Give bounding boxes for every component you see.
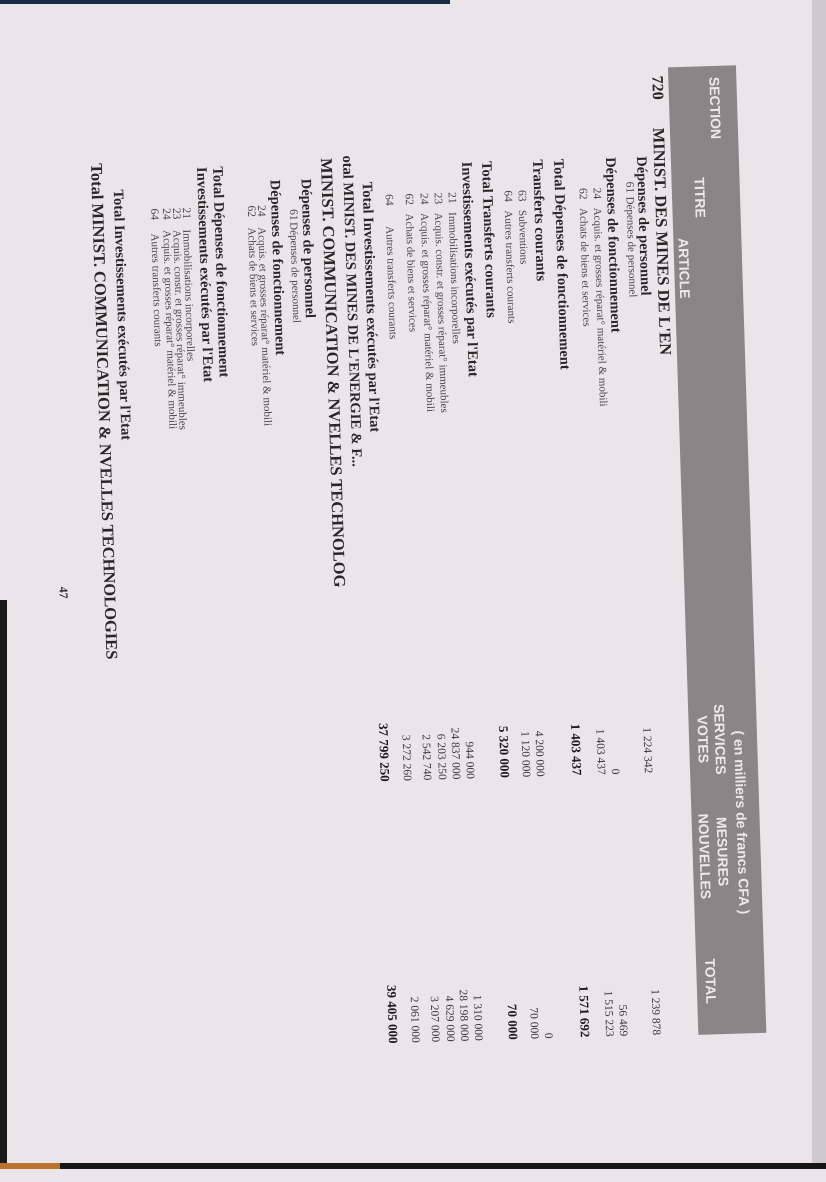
row-code: 24: [159, 207, 173, 220]
services-votes-value: 24 837 000: [448, 727, 462, 780]
row-code: 24: [590, 187, 603, 200]
page-number: 47: [56, 586, 71, 599]
row-code: 62: [576, 187, 589, 200]
table-row: Total Dépenses de fonctionnement: [209, 7, 249, 1175]
row-label: Autres transferts courants: [383, 225, 399, 340]
header-nouvelles: NOUVELLES: [695, 813, 715, 900]
scan-edge: [812, 0, 826, 1169]
row-label: Investissements exécutés par l'Etat: [458, 161, 481, 378]
row-code: 21: [445, 192, 458, 204]
row-code: 61: [623, 181, 636, 194]
total-value: 2 061 000: [407, 996, 422, 1043]
services-votes-value: 3 272 260: [399, 734, 413, 782]
total-value: 0: [541, 1032, 555, 1039]
row-label: Autres transferts courants: [501, 210, 518, 324]
services-votes-value: 1 403 437: [568, 723, 585, 776]
row-label: Autres transferts courants: [148, 233, 164, 347]
total-value: 1 239 878: [648, 989, 663, 1036]
row-label: Total Dépenses de fonctionnement: [550, 158, 573, 370]
total-value: 28 198 000: [456, 989, 471, 1042]
row-label: Total Transferts courants: [478, 160, 499, 319]
services-votes-value: 1 403 437: [593, 728, 607, 775]
row-label: Achats de biens et services: [576, 207, 593, 327]
row-code: 23: [431, 192, 444, 205]
header-mesures: MESURES: [713, 816, 732, 887]
total-value: 39 405 000: [384, 984, 401, 1044]
row-code: 64: [382, 193, 395, 206]
row-label: Immobilisations incorporelles: [445, 212, 463, 345]
services-votes-value: 5 320 000: [496, 725, 513, 779]
scan-edge: [0, 600, 7, 1169]
table-row: 64 Autres transferts courants: [147, 9, 184, 1177]
scan-edge: [0, 1163, 826, 1169]
header-article: ARTICLE: [675, 237, 694, 299]
row-label: Dépenses de personnel: [287, 221, 303, 324]
table-row: Total MINIST. COMMUNICATION & NVELLES TE…: [87, 10, 128, 1178]
row-code: 61: [286, 208, 300, 221]
header-titre: TITRE: [691, 177, 709, 219]
row-code: 62: [244, 205, 258, 218]
row-label: Total Investissements exécutés par l'Eta…: [109, 189, 134, 441]
row-code: 24: [417, 192, 430, 205]
row-label: Total Investissements exécutés par l'Eta…: [358, 181, 383, 433]
row-code: 62: [402, 193, 415, 206]
total-value: 70 000: [527, 1007, 541, 1040]
row-label: Subventions: [515, 209, 530, 265]
table-row: Total Transferts courants 5 320 000 70 000: [478, 0, 521, 1167]
services-votes-value: 0: [608, 768, 621, 775]
total-value: 70 000: [504, 1003, 521, 1040]
total-value: 56 469: [616, 1004, 630, 1037]
header-section: SECTION: [706, 76, 725, 140]
header-services: SERVICES: [710, 703, 730, 775]
total-value: 4 629 000: [442, 995, 457, 1042]
row-label: Transferts courants: [529, 159, 549, 282]
services-votes-value: 4 200 000: [532, 730, 546, 777]
row-code: 720: [648, 75, 666, 100]
row-code: 63: [515, 189, 528, 202]
row-label: MINIST. DES MINES DE L'EN: [649, 127, 676, 356]
total-value: 1 571 692: [576, 985, 593, 1038]
total-value: 1 515 223: [601, 990, 616, 1037]
row-code: 64: [501, 190, 514, 203]
services-votes-value: 6 203 250: [434, 733, 448, 780]
table-row: 24 Acquis. et grosses réparat° matériel &…: [159, 8, 196, 1176]
row-label: Dépenses de personnel: [623, 196, 639, 298]
services-votes-value: 1 120 000: [518, 730, 532, 778]
budget-table-body: 720 MINIST. DES MINES DE L'EN Dépenses de …: [87, 0, 826, 1156]
table-row: Total Dépenses de fonctionnement 1 403 43…: [550, 0, 593, 1164]
row-code: 64: [147, 208, 161, 221]
row-label: Achats de biens et services: [245, 227, 261, 347]
header-votes: VOTES: [694, 715, 712, 764]
scan-edge: [0, 0, 450, 4]
header-total: TOTAL: [701, 958, 720, 1005]
total-value: 3 207 000: [427, 995, 442, 1043]
services-votes-value: 37 799 250: [375, 722, 393, 782]
services-votes-value: 1 224 342: [640, 727, 654, 774]
services-votes-value: 944 000: [462, 741, 476, 780]
services-votes-value: 2 542 740: [419, 734, 433, 781]
table-row: Total Investissements exécutés par l'Eta…: [358, 2, 401, 1170]
row-label: Achats de biens et services: [402, 213, 419, 333]
total-value: 1 310 000: [470, 994, 485, 1041]
